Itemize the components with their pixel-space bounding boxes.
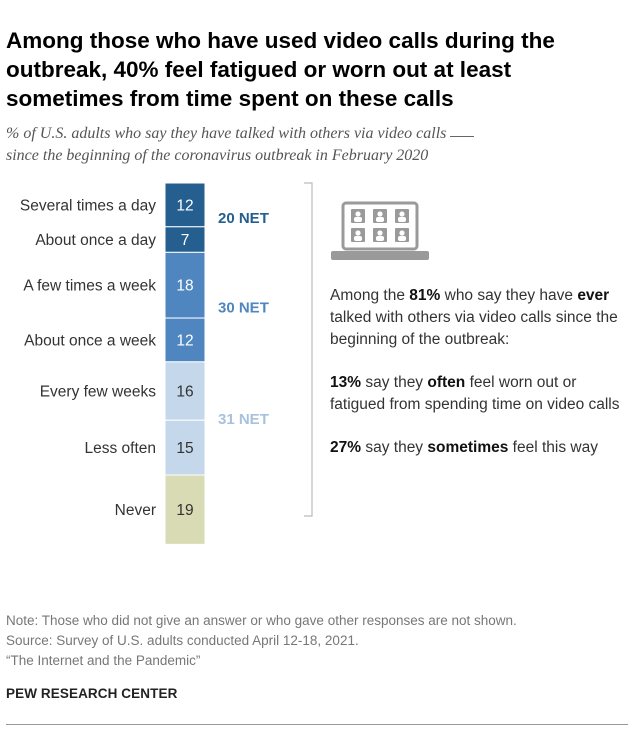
callout-paragraph-1: Among the 81% who say they have ever tal…: [330, 285, 630, 351]
category-label: About once a week: [24, 332, 156, 349]
net-label: 30 NET: [218, 300, 269, 317]
callout-text-part: talked with others via video calls since…: [330, 309, 618, 348]
net-label: 20 NET: [218, 210, 269, 227]
callout-paragraph-2: 13% say they often feel worn out or fati…: [330, 372, 630, 416]
callout-text-part: Among the: [330, 287, 410, 304]
subtitle-blank: [450, 136, 475, 137]
notes: Note: Those who did not give an answer o…: [6, 611, 626, 671]
callout-emphasis: sometimes: [427, 439, 509, 456]
callout-emphasis: 13%: [330, 374, 362, 391]
value-label: 16: [176, 384, 193, 401]
laptop-video-call-icon: [331, 201, 429, 260]
callout-paragraph-3: 27% say they sometimes feel this way: [330, 437, 630, 459]
callout-text-part: who say they have: [440, 287, 578, 304]
value-label: 18: [176, 278, 193, 295]
callout-emphasis: often: [427, 374, 466, 391]
callout-emphasis: 81%: [409, 287, 441, 304]
chart-subtitle: % of U.S. adults who say they have talke…: [6, 123, 626, 167]
value-label: 7: [181, 232, 190, 249]
value-label: 19: [176, 502, 193, 519]
category-label: About once a day: [35, 232, 156, 249]
bar-segment: [164, 182, 206, 228]
callout-text-part: say they: [361, 439, 428, 456]
bracket: [304, 182, 313, 517]
category-label: A few times a week: [23, 278, 156, 295]
callout-text-part: feel worn out or fatigued from spending …: [330, 374, 620, 413]
callout-text-part: say they: [361, 374, 428, 391]
callout-emphasis: ever: [577, 287, 610, 304]
bottom-divider: [6, 724, 628, 725]
bar-segment: [164, 419, 206, 476]
bar-segment: [164, 251, 206, 319]
bars-group: [164, 182, 206, 545]
value-label: 15: [176, 440, 193, 457]
callout-text: Among the 81% who say they have ever tal…: [330, 285, 630, 480]
labels-group: 12 Several times a day 7 About once a day 18…: [20, 197, 194, 519]
report-line: “The Internet and the Pandemic”: [6, 653, 201, 668]
note-line: Note: Those who did not give an answer o…: [6, 613, 517, 628]
value-label: 12: [176, 197, 193, 214]
chart-title: Among those who have used video calls du…: [6, 28, 555, 111]
source-line: Source: Survey of U.S. adults conducted …: [6, 633, 359, 648]
subtitle-line-2: since the beginning of the coronavirus o…: [6, 147, 429, 164]
bar-segment: [164, 474, 206, 545]
net-labels-group: 20 NET 30 NET 31 NET: [218, 210, 269, 428]
callout-emphasis: 27%: [330, 439, 362, 456]
bar-segment: [164, 317, 206, 363]
value-label: 12: [176, 332, 193, 349]
bar-segment: [164, 361, 206, 421]
net-label: 31 NET: [218, 411, 269, 428]
subtitle-line-1: % of U.S. adults who say they have talke…: [6, 125, 447, 142]
category-label: Several times a day: [20, 197, 156, 214]
brand-logo-text: PEW RESEARCH CENTER: [6, 686, 178, 701]
category-label: Less often: [84, 440, 156, 457]
category-label: Never: [115, 502, 156, 519]
category-label: Every few weeks: [40, 384, 157, 401]
callout-text-part: feel this way: [508, 439, 598, 456]
